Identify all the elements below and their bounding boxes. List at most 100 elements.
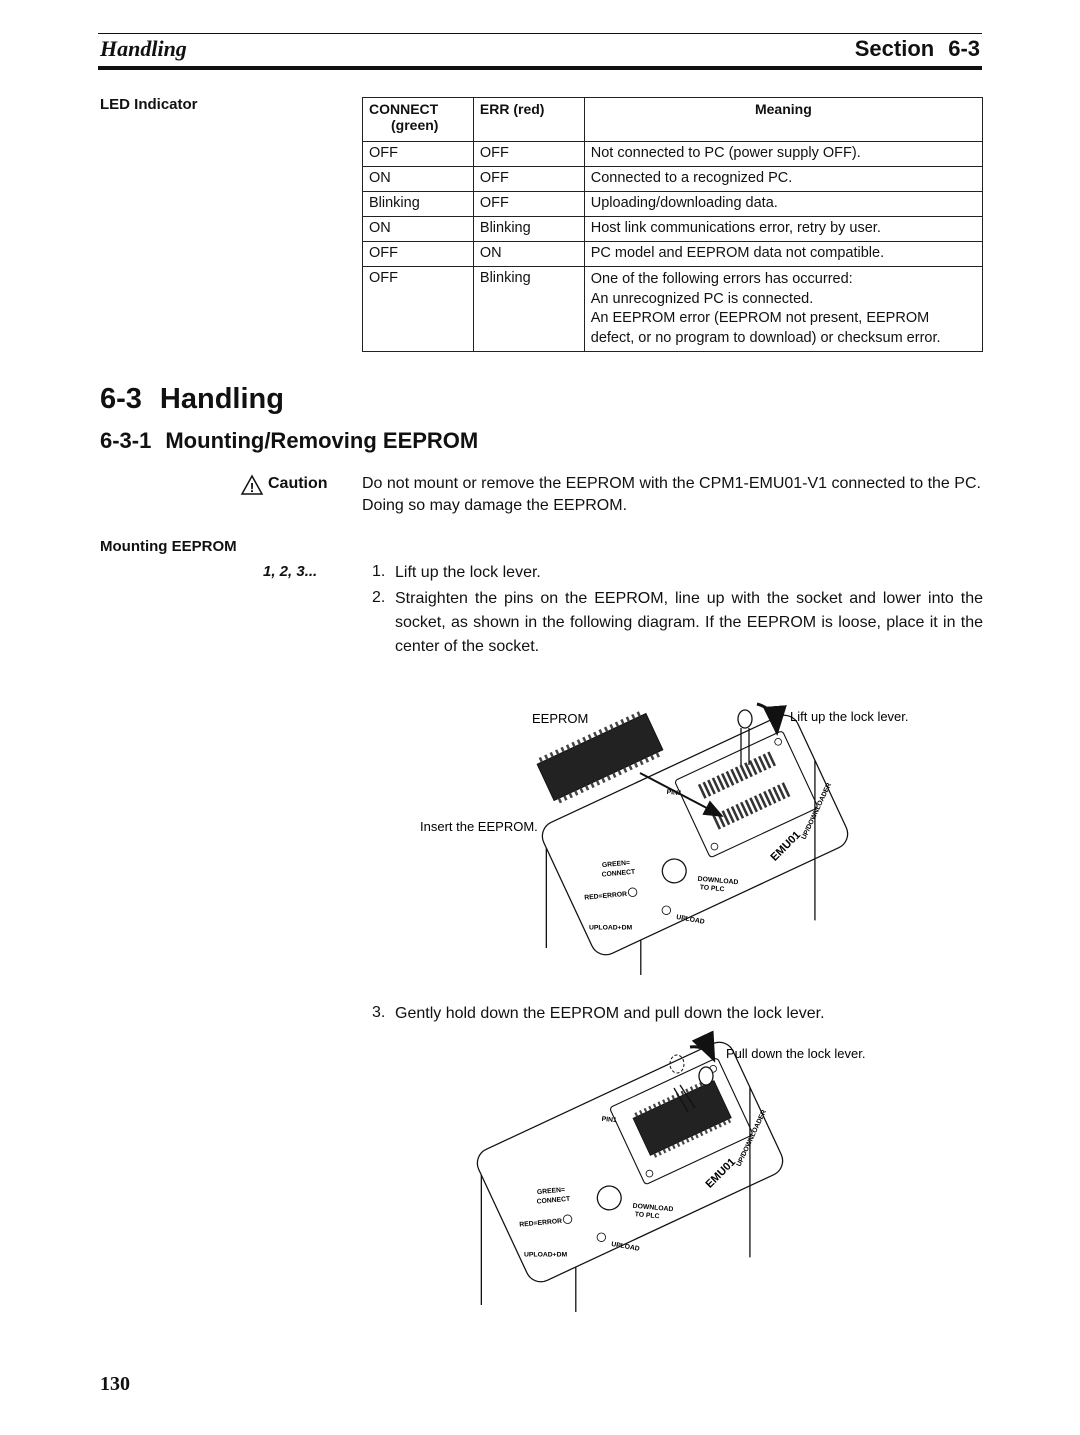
- chip-pin: [639, 759, 644, 766]
- column-header: Meaning: [583, 97, 984, 142]
- figure-label: Insert the EEPROM.: [420, 819, 538, 834]
- socket: [674, 731, 818, 858]
- table-cell: OFF: [362, 241, 474, 267]
- screw: [774, 737, 782, 746]
- chip-pin: [685, 1088, 689, 1094]
- chip-pin: [571, 741, 576, 748]
- cell-text: OFF: [369, 270, 398, 286]
- chip-pin: [576, 739, 582, 745]
- outline: [673, 1087, 689, 1113]
- chip-pin: [538, 756, 544, 763]
- led-table: CONNECT (green) ERR (red) Meaning OFF OFF Not …: [362, 97, 984, 352]
- side-label: Mounting EEPROM: [100, 538, 237, 555]
- step-number: 1.: [372, 563, 386, 580]
- socket-slot: [697, 783, 707, 799]
- screw: [645, 1169, 654, 1178]
- device-label: GREEN=: [537, 1187, 566, 1196]
- figure-label: Pull down the lock lever.: [726, 1046, 865, 1061]
- device-label: PIN1: [666, 789, 682, 797]
- chip-pin: [676, 1142, 681, 1147]
- header-line: Meaning: [754, 101, 812, 117]
- page-number: 130: [100, 1373, 130, 1395]
- cell-line: One of the following errors has occurred…: [590, 271, 853, 287]
- chip-pin: [689, 1086, 694, 1092]
- section-label: Section: [854, 36, 935, 61]
- cell-text: Not connected to PC (power supply OFF).: [590, 145, 861, 161]
- chip-pin: [620, 718, 625, 725]
- figure-label: EEPROM: [532, 711, 588, 726]
- table-cell: Uploading/downloading data.: [583, 191, 984, 217]
- chip-pin: [655, 752, 660, 758]
- chip-pin: [560, 746, 565, 753]
- chip-pin: [563, 795, 568, 801]
- heading-number: 6-3-1: [100, 428, 152, 453]
- table-cell: One of the following errors has occurred…: [583, 266, 984, 352]
- chip-pin: [614, 721, 620, 728]
- socket-slot: [725, 770, 735, 786]
- table-row: ON OFF Connected to a recognized PC.: [362, 166, 984, 192]
- heading-title: Handling: [159, 383, 284, 415]
- table-cell: OFF: [362, 141, 474, 167]
- table-cell: ON: [362, 216, 474, 242]
- chip-pin: [671, 1094, 676, 1100]
- steps-label: 1, 2, 3...: [263, 563, 318, 580]
- table-cell: ON: [362, 166, 474, 192]
- device-label: PIN1: [601, 1116, 617, 1124]
- step-text: Straighten the pins on the EEPROM, line …: [395, 590, 983, 655]
- chip-pin: [625, 716, 631, 722]
- chip-pin: [708, 1127, 713, 1132]
- outline: [679, 1084, 696, 1109]
- header-rule: [98, 33, 982, 34]
- chip-pin: [601, 777, 606, 784]
- lever-knob: [737, 709, 753, 729]
- device-label: CONNECT: [536, 1196, 571, 1206]
- chip-pin: [633, 762, 639, 768]
- led: [596, 1232, 606, 1242]
- cell-text: PC model and EEPROM data not compatible.: [590, 245, 885, 261]
- lever-ghost: [669, 1054, 685, 1074]
- chip-pin: [617, 769, 622, 776]
- socket-slot: [739, 764, 749, 780]
- chip-pin: [568, 792, 573, 799]
- cell-text: OFF: [369, 145, 398, 161]
- chip-pin: [666, 1097, 671, 1102]
- column-header: CONNECT (green): [362, 97, 474, 142]
- chip-pin: [628, 764, 633, 771]
- socket-slot: [702, 781, 712, 797]
- device-label: GREEN=: [602, 860, 631, 869]
- chip-pin: [603, 726, 609, 733]
- socket-slot: [758, 793, 768, 809]
- cell-line: An EEPROM error (EEPROM not present, EEP…: [590, 310, 941, 346]
- eeprom: [536, 711, 664, 804]
- socket-slot: [749, 797, 759, 813]
- section-ref: Section 6-3: [855, 36, 980, 62]
- screw: [710, 842, 719, 851]
- lever-knob: [698, 1066, 714, 1086]
- cell-text: OFF: [479, 170, 509, 186]
- device-label: TO PLC: [634, 1211, 659, 1220]
- triangle: [240, 474, 264, 495]
- column-header: ERR (red): [472, 97, 585, 142]
- socket-slot: [744, 762, 753, 778]
- chip-pin: [593, 731, 598, 738]
- cell-text: Blinking: [479, 220, 531, 236]
- chip-pin: [574, 790, 579, 796]
- step-number: 2.: [372, 589, 386, 606]
- caution-text: Do not mount or remove the EEPROM with t…: [362, 475, 981, 514]
- cell-text: Host link communications error, retry by…: [590, 220, 881, 236]
- chip-pin: [634, 1112, 639, 1117]
- chip-pin: [565, 744, 571, 750]
- table-cell: Not connected to PC (power supply OFF).: [583, 141, 984, 167]
- table-cell: Blinking: [362, 191, 474, 217]
- table-row: ON Blinking Host link communications error…: [362, 216, 984, 242]
- table-cell: Connected to a recognized PC.: [583, 166, 984, 192]
- chip-pin: [657, 1101, 662, 1107]
- socket-slot: [763, 790, 772, 806]
- step-text: Lift up the lock lever.: [395, 564, 541, 581]
- chip-pin: [727, 1118, 732, 1124]
- chip: [632, 1080, 732, 1156]
- chip-pin: [606, 774, 612, 781]
- table-cell: Blinking: [472, 266, 585, 352]
- chip-pin: [650, 754, 655, 761]
- socket-slot: [767, 788, 777, 804]
